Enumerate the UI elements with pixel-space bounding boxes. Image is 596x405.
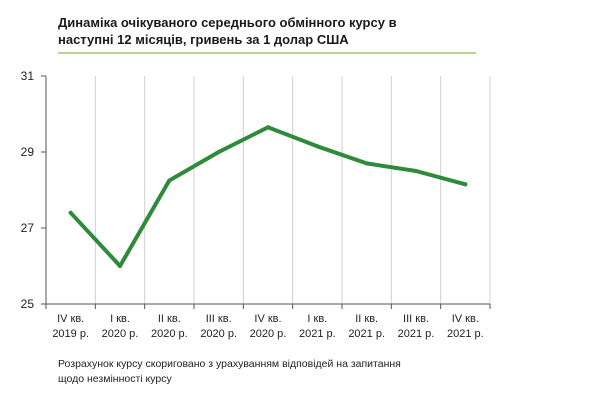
series-line	[68, 125, 468, 268]
grid-lines	[94, 76, 491, 304]
data-point	[68, 210, 73, 215]
series-group	[68, 125, 468, 268]
x-tick-label: II кв. 2020 р.	[151, 313, 188, 340]
x-tick-label: I кв. 2020 р.	[102, 313, 139, 340]
x-tick-label: III кв. 2020 р.	[200, 313, 237, 340]
y-tick-label: 25	[21, 297, 35, 311]
data-point	[167, 178, 172, 183]
data-point	[118, 264, 122, 268]
x-tick-label: IV кв. 2021 р.	[447, 313, 484, 340]
x-tick-label: IV кв. 2019 р.	[52, 313, 89, 340]
data-point	[266, 125, 270, 130]
y-tick-label: 31	[21, 69, 35, 83]
x-tick-label: I кв. 2021 р.	[299, 313, 336, 340]
y-axis-ticks: 25 27 29 31	[21, 69, 46, 311]
x-tick-label: III кв. 2021 р.	[398, 313, 435, 340]
y-tick-label: 29	[21, 145, 35, 159]
data-point	[414, 169, 418, 173]
data-point	[216, 150, 221, 154]
data-point	[364, 161, 369, 166]
chart-footnote: Розрахунок курсу скориговано з урахуванн…	[58, 358, 401, 385]
data-point	[315, 144, 320, 149]
title-underline	[58, 52, 476, 54]
x-axis-ticks: IV кв. 2019 р. I кв. 2020 р. II кв. 2020 р. II…	[45, 304, 491, 340]
x-tick-label: IV кв. 2020 р.	[250, 313, 287, 340]
data-point	[463, 182, 468, 187]
y-tick-label: 27	[21, 221, 35, 235]
x-tick-label: II кв. 2021 р.	[348, 313, 385, 340]
axes	[45, 76, 490, 305]
chart-title: Динаміка очікуваного середнього обмінног…	[58, 15, 397, 47]
